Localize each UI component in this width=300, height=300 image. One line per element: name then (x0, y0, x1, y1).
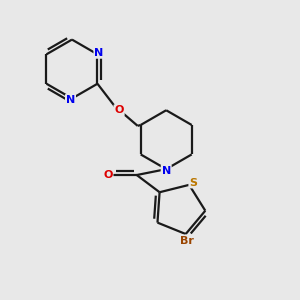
Text: O: O (114, 105, 124, 115)
Text: O: O (103, 170, 112, 180)
Text: Br: Br (180, 236, 194, 245)
Text: S: S (189, 178, 197, 188)
Text: N: N (66, 95, 75, 105)
Text: N: N (162, 166, 171, 176)
Text: N: N (94, 48, 104, 58)
